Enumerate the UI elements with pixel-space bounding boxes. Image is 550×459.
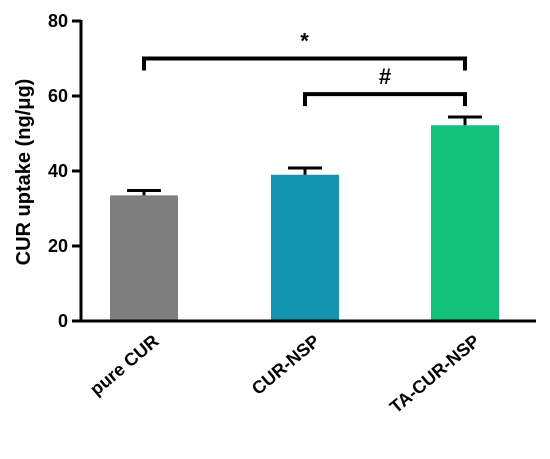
y-tick-label: 0 [58,311,68,331]
category-label: pure CUR [86,331,162,400]
significance-label: # [379,64,391,89]
bar-cur-nsp [271,174,339,321]
category-label: CUR-NSP [248,331,324,399]
y-tick-label: 20 [48,236,68,256]
category-label: TA-CUR-NSP [386,331,484,417]
error-bar [288,166,322,175]
y-tick-label: 40 [48,161,68,181]
y-axis-label: CUR uptake (ng/μg) [13,79,35,266]
bar-ta-cur-nsp [431,125,499,321]
significance-bracket: # [303,64,467,107]
error-bar [127,189,161,196]
significance-bracket: * [142,29,467,71]
error-bar [448,115,482,126]
y-tick-label: 60 [48,86,68,106]
significance-label: * [300,29,309,54]
bar-pure-cur [110,195,178,321]
y-tick-label: 80 [48,11,68,31]
